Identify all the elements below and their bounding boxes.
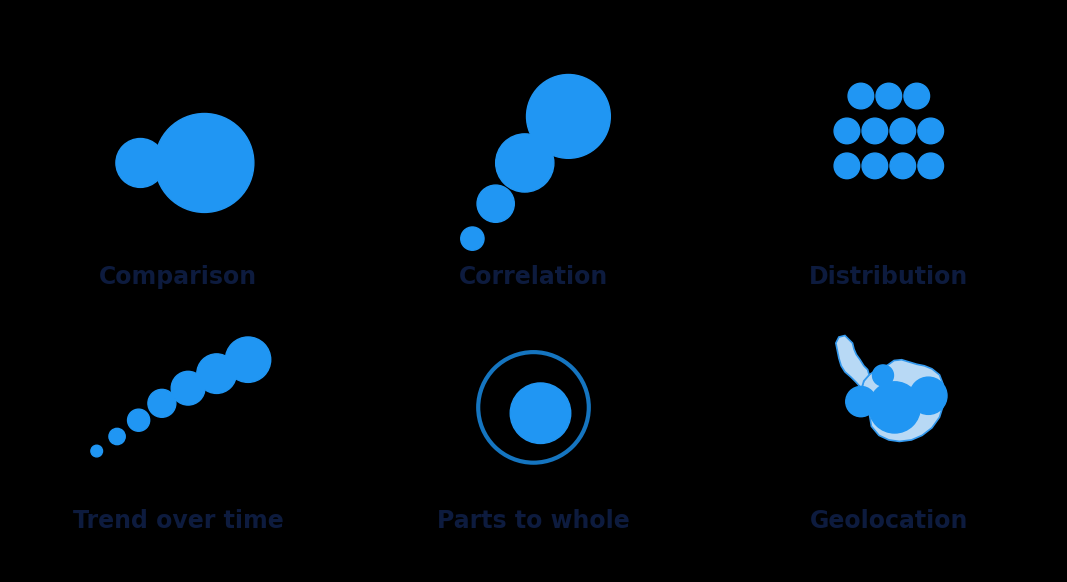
Circle shape <box>510 383 571 443</box>
Circle shape <box>890 153 915 179</box>
Circle shape <box>873 365 893 386</box>
Circle shape <box>116 139 164 187</box>
Polygon shape <box>835 335 870 389</box>
Circle shape <box>862 153 888 179</box>
Circle shape <box>918 118 943 144</box>
Circle shape <box>862 118 888 144</box>
Circle shape <box>904 83 929 109</box>
Circle shape <box>148 389 176 417</box>
Circle shape <box>918 153 943 179</box>
Text: Distribution: Distribution <box>809 265 969 289</box>
Circle shape <box>461 227 484 250</box>
Text: Geolocation: Geolocation <box>810 509 968 533</box>
Text: Comparison: Comparison <box>99 265 257 289</box>
Circle shape <box>196 354 237 393</box>
Circle shape <box>91 445 102 457</box>
Circle shape <box>876 83 902 109</box>
Text: Correlation: Correlation <box>459 265 608 289</box>
Text: Parts to whole: Parts to whole <box>437 509 630 533</box>
Circle shape <box>890 118 915 144</box>
Circle shape <box>526 74 610 158</box>
Circle shape <box>171 371 205 405</box>
Circle shape <box>846 386 876 417</box>
Circle shape <box>834 153 860 179</box>
Polygon shape <box>861 360 943 441</box>
Circle shape <box>477 185 514 222</box>
Circle shape <box>128 409 149 431</box>
Circle shape <box>155 113 254 212</box>
Text: Trend over time: Trend over time <box>73 509 284 533</box>
Circle shape <box>910 377 947 414</box>
Circle shape <box>225 337 271 382</box>
Circle shape <box>848 83 874 109</box>
Circle shape <box>496 134 554 192</box>
Circle shape <box>834 118 860 144</box>
Circle shape <box>869 382 920 433</box>
Circle shape <box>109 428 125 445</box>
